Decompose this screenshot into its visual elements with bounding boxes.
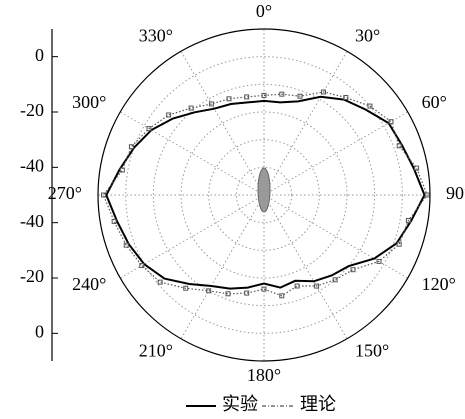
r-tick-label: 0 bbox=[35, 45, 44, 65]
theta-tick-label: 150° bbox=[355, 341, 389, 361]
r-tick-label: -20 bbox=[20, 266, 44, 286]
grid-spoke bbox=[181, 51, 264, 195]
theta-tick-label: 90° bbox=[446, 183, 465, 203]
legend-label: 实验 bbox=[222, 394, 258, 414]
legend-label: 理论 bbox=[300, 394, 336, 414]
theta-tick-label: 210° bbox=[139, 341, 173, 361]
r-tick-label: -40 bbox=[20, 211, 44, 231]
theta-tick-label: 300° bbox=[72, 92, 106, 112]
grid-spoke bbox=[120, 112, 264, 195]
r-tick-label: -20 bbox=[20, 100, 44, 120]
theta-tick-label: 60° bbox=[422, 92, 447, 112]
grid-spoke bbox=[264, 195, 347, 339]
grid-spoke bbox=[181, 195, 264, 339]
theta-tick-label: 0° bbox=[256, 1, 272, 21]
r-tick-label: 0 bbox=[35, 321, 44, 341]
theta-tick-label: 330° bbox=[139, 26, 173, 46]
theta-tick-label: 30° bbox=[355, 26, 380, 46]
grid-spoke bbox=[264, 51, 347, 195]
theta-tick-label: 240° bbox=[72, 274, 106, 294]
theta-tick-label: 120° bbox=[422, 274, 456, 294]
chart: 0° 30° 60° 90° 120° 150° 180° 210° 240° 270° 300° 3… bbox=[0, 0, 465, 419]
r-tick-label: -40 bbox=[20, 155, 44, 175]
theta-tick-label: 270° bbox=[48, 183, 82, 203]
grid-spoke bbox=[264, 195, 408, 278]
theta-tick-label: 180° bbox=[247, 365, 281, 385]
